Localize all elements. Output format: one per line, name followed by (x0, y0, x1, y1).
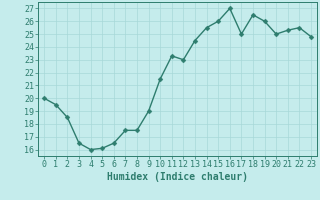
X-axis label: Humidex (Indice chaleur): Humidex (Indice chaleur) (107, 172, 248, 182)
